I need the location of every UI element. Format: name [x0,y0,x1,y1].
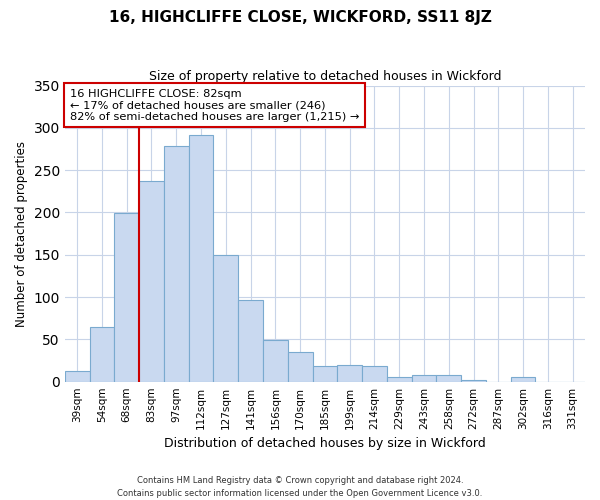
Bar [288,352,313,382]
Bar [238,300,263,382]
Text: 16 HIGHCLIFFE CLOSE: 82sqm
← 17% of detached houses are smaller (246)
82% of sem: 16 HIGHCLIFFE CLOSE: 82sqm ← 17% of deta… [70,88,359,122]
Bar [139,181,164,382]
Title: Size of property relative to detached houses in Wickford: Size of property relative to detached ho… [149,70,501,83]
Bar [461,380,486,382]
Bar [214,255,238,382]
Bar [89,326,115,382]
Y-axis label: Number of detached properties: Number of detached properties [15,140,28,326]
Bar [436,375,461,382]
X-axis label: Distribution of detached houses by size in Wickford: Distribution of detached houses by size … [164,437,486,450]
Bar [412,375,436,382]
Bar [115,214,139,382]
Bar [263,340,288,382]
Text: 16, HIGHCLIFFE CLOSE, WICKFORD, SS11 8JZ: 16, HIGHCLIFFE CLOSE, WICKFORD, SS11 8JZ [109,10,491,25]
Bar [313,366,337,382]
Bar [362,366,387,382]
Bar [387,378,412,382]
Bar [337,365,362,382]
Bar [511,378,535,382]
Bar [188,136,214,382]
Text: Contains HM Land Registry data © Crown copyright and database right 2024.
Contai: Contains HM Land Registry data © Crown c… [118,476,482,498]
Bar [164,146,188,382]
Bar [65,370,89,382]
